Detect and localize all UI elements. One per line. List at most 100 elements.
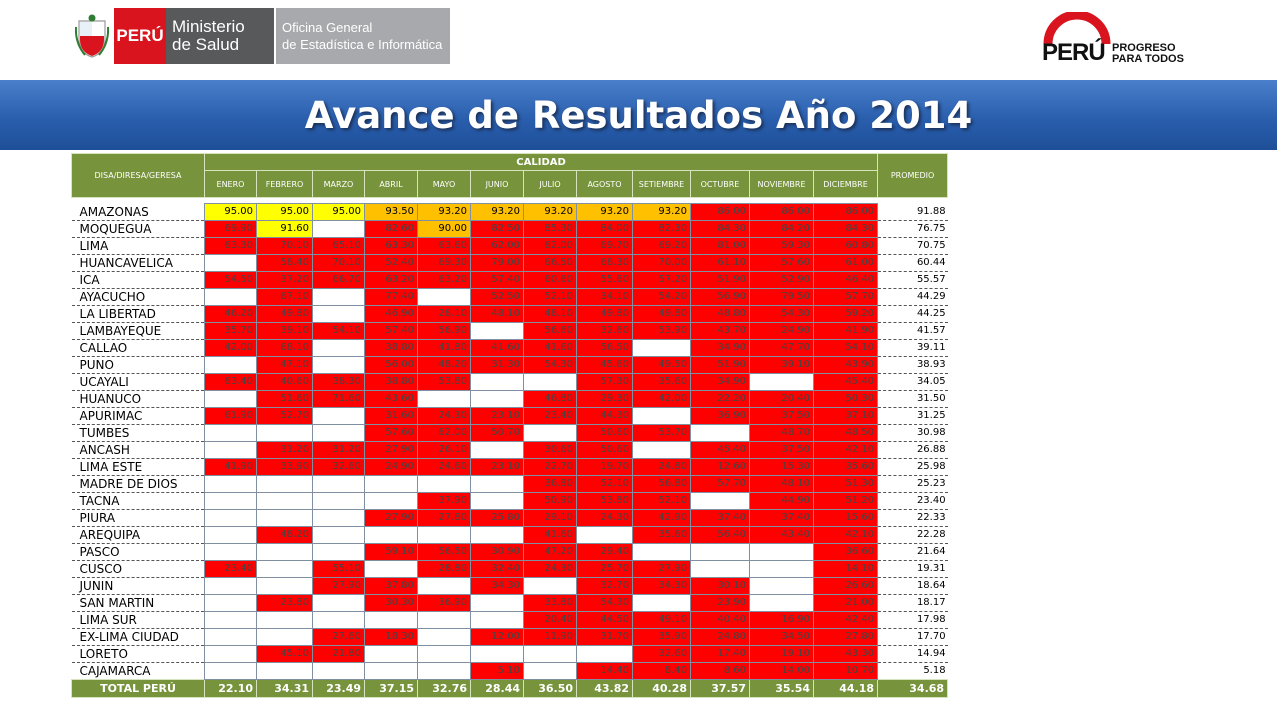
table-row: LORETO 45.10 21.80 32.60 17.40 19.10 43.30 14.9… xyxy=(71,644,948,663)
table-row: PASCO 59.10 56.50 30.90 47.20 29.40 36.60 21.64 xyxy=(71,542,948,561)
value-cell xyxy=(312,219,365,238)
value-cell: 56.90 xyxy=(690,287,750,306)
value-cell: 37.40 xyxy=(749,508,814,527)
value-cell: 32.60 xyxy=(312,457,365,476)
promedio-cell: 30.98 xyxy=(877,424,948,442)
value-cell: 15.30 xyxy=(749,457,814,476)
value-cell xyxy=(749,576,814,595)
table-row: LIMA SUR 20.40 44.50 49.10 40.40 16.90 42.40 17… xyxy=(71,610,948,629)
value-cell: 24.60 xyxy=(417,457,471,476)
value-cell: 33.80 xyxy=(523,593,577,612)
promedio-cell: 17.98 xyxy=(877,611,948,629)
value-cell: 42.10 xyxy=(812,525,879,544)
value-cell: 51.30 xyxy=(812,474,879,493)
value-cell: 68.10 xyxy=(256,338,313,357)
promedio-cell: 22.28 xyxy=(877,526,948,544)
value-cell: 65.10 xyxy=(312,236,365,255)
value-cell: 62.00 xyxy=(417,423,471,442)
value-cell: 35.60 xyxy=(632,525,691,544)
value-cell: 43.70 xyxy=(690,321,750,340)
promedio-cell: 38.93 xyxy=(877,356,948,374)
value-cell xyxy=(417,627,471,646)
value-cell: 54.10 xyxy=(812,338,879,357)
value-cell: 14.00 xyxy=(749,661,814,680)
value-cell: 34.50 xyxy=(749,627,814,646)
value-cell: 41.90 xyxy=(204,457,257,476)
value-cell xyxy=(749,593,814,612)
region-name: LA LIBERTAD xyxy=(71,305,205,323)
value-cell xyxy=(470,644,524,663)
value-cell: 30.60 xyxy=(523,440,577,459)
value-cell xyxy=(690,542,750,561)
region-name: ICA xyxy=(71,271,205,289)
value-cell: 14.10 xyxy=(812,559,879,578)
month-header: MARZO xyxy=(312,170,365,198)
value-cell: 77.40 xyxy=(364,287,418,306)
value-cell xyxy=(312,508,365,527)
value-cell: 27.80 xyxy=(417,508,471,527)
value-cell: 54.30 xyxy=(576,593,633,612)
value-cell: 56.80 xyxy=(632,474,691,493)
value-cell: 23.90 xyxy=(690,593,750,612)
value-cell: 50.60 xyxy=(576,440,633,459)
value-cell: 33.90 xyxy=(256,457,313,476)
value-cell: 62.00 xyxy=(523,236,577,255)
value-cell: 93.20 xyxy=(632,203,691,221)
value-cell: 84.30 xyxy=(812,219,879,238)
value-cell: 30.30 xyxy=(364,593,418,612)
promedio-cell: 14.94 xyxy=(877,645,948,663)
value-cell xyxy=(204,440,257,459)
value-cell: 60.60 xyxy=(523,270,577,289)
region-name: CALLAO xyxy=(71,339,205,357)
region-name: TUMBES xyxy=(71,424,205,442)
value-cell xyxy=(632,593,691,612)
promedio-cell: 34.05 xyxy=(877,373,948,391)
value-cell: 42.00 xyxy=(204,338,257,357)
value-cell: 50.60 xyxy=(576,423,633,442)
value-cell: 23.40 xyxy=(204,559,257,578)
table-row: MOQUEGUA 69.90 91.60 82.60 90.00 82.50 85.30 84… xyxy=(71,219,948,238)
value-cell: 44.30 xyxy=(576,406,633,425)
value-cell: 60.80 xyxy=(812,236,879,255)
office-name: Oficina General de Estadística e Informá… xyxy=(276,8,450,64)
value-cell xyxy=(364,644,418,663)
value-cell: 37.20 xyxy=(256,270,313,289)
month-header: SETIEMBRE xyxy=(632,170,691,198)
total-value-cell: 34.31 xyxy=(256,678,313,698)
value-cell xyxy=(364,610,418,629)
value-cell xyxy=(417,474,471,493)
value-cell: 61.90 xyxy=(204,406,257,425)
value-cell xyxy=(417,389,471,408)
value-cell: 23.10 xyxy=(470,406,524,425)
value-cell: 57.30 xyxy=(576,372,633,391)
value-cell: 21.00 xyxy=(812,593,879,612)
value-cell: 48.20 xyxy=(256,525,313,544)
promedio-cell: 17.70 xyxy=(877,628,948,646)
region-name: LIMA ESTE xyxy=(71,458,205,476)
value-cell: 31.20 xyxy=(312,440,365,459)
value-cell: 63.20 xyxy=(417,270,471,289)
promedio-cell: 18.64 xyxy=(877,577,948,595)
value-cell: 57.70 xyxy=(690,474,750,493)
title-banner: Avance de Resultados Año 2014 xyxy=(0,80,1277,150)
table-row: APURIMAC 61.90 52.70 31.60 24.30 23.10 23.40 44… xyxy=(71,406,948,425)
value-cell xyxy=(204,593,257,612)
value-cell xyxy=(749,542,814,561)
value-cell xyxy=(417,525,471,544)
value-cell: 68.30 xyxy=(576,253,633,272)
progreso-arc-icon xyxy=(1043,12,1111,45)
region-name: CUSCO xyxy=(71,560,205,578)
promedio-cell: 26.88 xyxy=(877,441,948,459)
value-cell: 69.20 xyxy=(632,236,691,255)
value-cell xyxy=(256,508,313,527)
value-cell xyxy=(632,338,691,357)
value-cell: 38.30 xyxy=(312,372,365,391)
region-name: CAJAMARCA xyxy=(71,662,205,680)
value-cell: 37.40 xyxy=(690,508,750,527)
value-cell: 27.90 xyxy=(364,508,418,527)
table-row: SAN MARTIN 23.80 30.30 36.90 33.80 54.30 23.90… xyxy=(71,593,948,612)
slogan-line-1: PROGRESO xyxy=(1112,42,1176,54)
value-cell: 70.10 xyxy=(312,253,365,272)
value-cell: 66.70 xyxy=(312,270,365,289)
promedio-cell: 18.17 xyxy=(877,594,948,612)
